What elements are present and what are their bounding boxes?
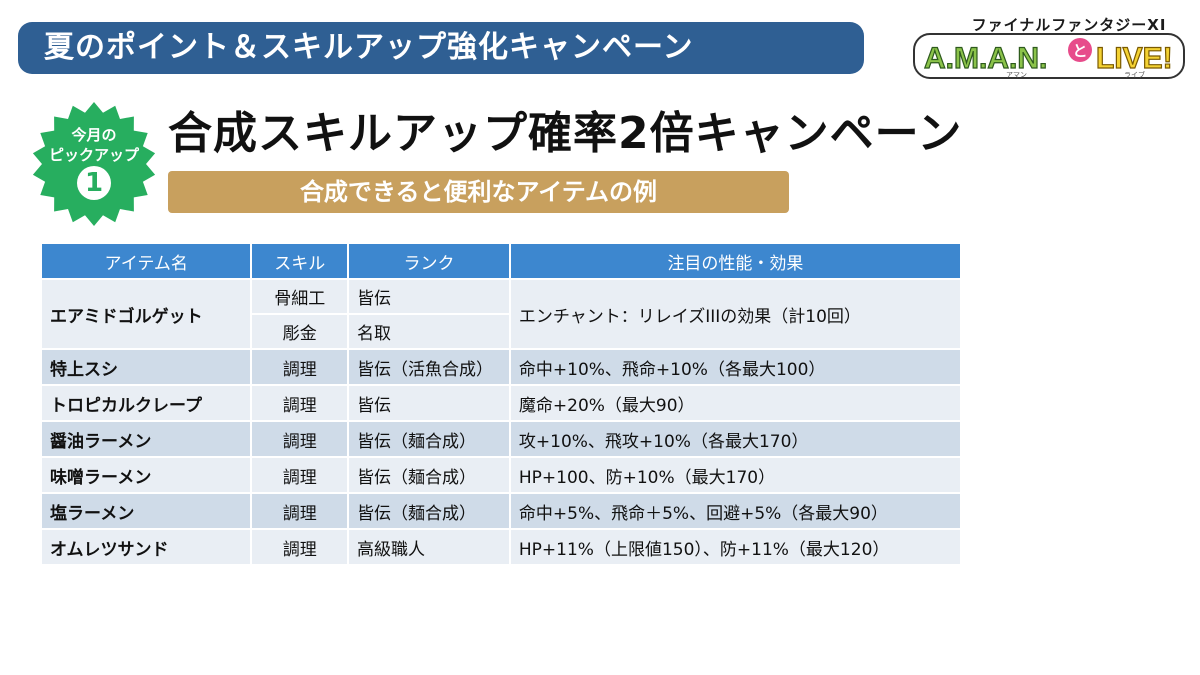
table-row: エアミドゴルゲット 骨細工 皆伝 エンチャント：リレイズIIIの効果（計10回） — [42, 280, 960, 348]
table-row: 醤油ラーメン 調理 皆伝（麺合成） 攻+10%、飛攻+10%（各最大170） — [42, 422, 960, 456]
logo-live-text: LIVE! — [1096, 42, 1173, 75]
item-name: 醤油ラーメン — [42, 422, 251, 456]
item-skill: 調理 — [252, 494, 348, 528]
logo-aman-text: A.M.A.N. — [924, 42, 1047, 75]
header-rank: ランク — [349, 244, 509, 278]
item-effect: HP+100、防+10%（最大170） — [510, 458, 960, 492]
item-rank: 皆伝 — [349, 386, 509, 420]
item-table: アイテム名 スキル ランク 注目の性能・効果 エアミドゴルゲット 骨細工 皆伝 … — [40, 242, 962, 566]
item-rank: 名取 — [349, 315, 509, 348]
item-rank: 高級職人 — [349, 530, 509, 564]
item-skill: 調理 — [252, 386, 348, 420]
table-row: 彫金 名取 — [42, 315, 960, 348]
page-title: 合成スキルアップ確率2倍キャンペーン — [168, 108, 963, 159]
item-skill: 調理 — [252, 458, 348, 492]
show-logo: ファイナルファンタジーXI A.M.A.N. と LIVE! アマン ライブ — [912, 14, 1186, 80]
header-skill: スキル — [252, 244, 348, 278]
item-effect: HP+11%（上限値150）、防+11%（最大120） — [510, 530, 960, 564]
logo-live-kana: ライブ — [1124, 70, 1145, 79]
item-effect: 命中+10%、飛命+10%（各最大100） — [510, 350, 960, 384]
table-row: 味噌ラーメン 調理 皆伝（麺合成） HP+100、防+10%（最大170） — [42, 458, 960, 492]
item-skill: 調理 — [252, 530, 348, 564]
item-name: トロピカルクレープ — [42, 386, 251, 420]
item-name: 塩ラーメン — [42, 494, 251, 528]
table-row: 特上スシ 調理 皆伝（活魚合成） 命中+10%、飛命+10%（各最大100） — [42, 350, 960, 384]
campaign-banner-title: 夏のポイント＆スキルアップ強化キャンペーン — [44, 30, 694, 65]
logo-aman-kana: アマン — [1006, 71, 1027, 79]
pickup-label-2: ピックアップ — [48, 146, 139, 164]
item-skill: 調理 — [252, 350, 348, 384]
item-effect: 命中+5%、飛命＋5%、回避+5%（各最大90） — [510, 494, 960, 528]
item-name: 味噌ラーメン — [42, 458, 251, 492]
table-row: 塩ラーメン 調理 皆伝（麺合成） 命中+5%、飛命＋5%、回避+5%（各最大90… — [42, 494, 960, 528]
item-effect: エンチャント：リレイズIIIの効果（計10回） — [510, 280, 960, 348]
item-effect: 攻+10%、飛攻+10%（各最大170） — [510, 422, 960, 456]
item-rank: 皆伝 — [349, 280, 509, 313]
table-row: トロピカルクレープ 調理 皆伝 魔命+20%（最大90） — [42, 386, 960, 420]
header-item-name: アイテム名 — [42, 244, 251, 278]
item-name: エアミドゴルゲット — [42, 280, 251, 348]
pickup-label-1: 今月の — [71, 126, 117, 144]
pickup-number-badge: 1 — [30, 166, 158, 200]
table-row: オムレツサンド 調理 高級職人 HP+11%（上限値150）、防+11%（最大1… — [42, 530, 960, 564]
item-name: 特上スシ — [42, 350, 251, 384]
item-skill: 調理 — [252, 422, 348, 456]
pickup-badge — [32, 102, 156, 226]
item-rank: 皆伝（麺合成） — [349, 494, 509, 528]
section-subheading: 合成できると便利なアイテムの例 — [168, 171, 789, 213]
item-name: オムレツサンド — [42, 530, 251, 564]
table-header-row: アイテム名 スキル ランク 注目の性能・効果 — [42, 244, 960, 278]
item-skill: 骨細工 — [252, 280, 348, 313]
header-effect: 注目の性能・効果 — [510, 244, 960, 278]
item-rank: 皆伝（麺合成） — [349, 458, 509, 492]
item-rank: 皆伝（活魚合成） — [349, 350, 509, 384]
campaign-banner: 夏のポイント＆スキルアップ強化キャンペーン — [18, 22, 864, 74]
item-rank: 皆伝（麺合成） — [349, 422, 509, 456]
logo-series-title: ファイナルファンタジーXI — [971, 16, 1167, 34]
item-skill: 彫金 — [252, 315, 348, 348]
logo-graphic: A.M.A.N. と LIVE! アマン ライブ — [913, 33, 1185, 79]
item-effect: 魔命+20%（最大90） — [510, 386, 960, 420]
pickup-number: 1 — [77, 166, 111, 200]
logo-to-text: と — [1072, 42, 1087, 60]
